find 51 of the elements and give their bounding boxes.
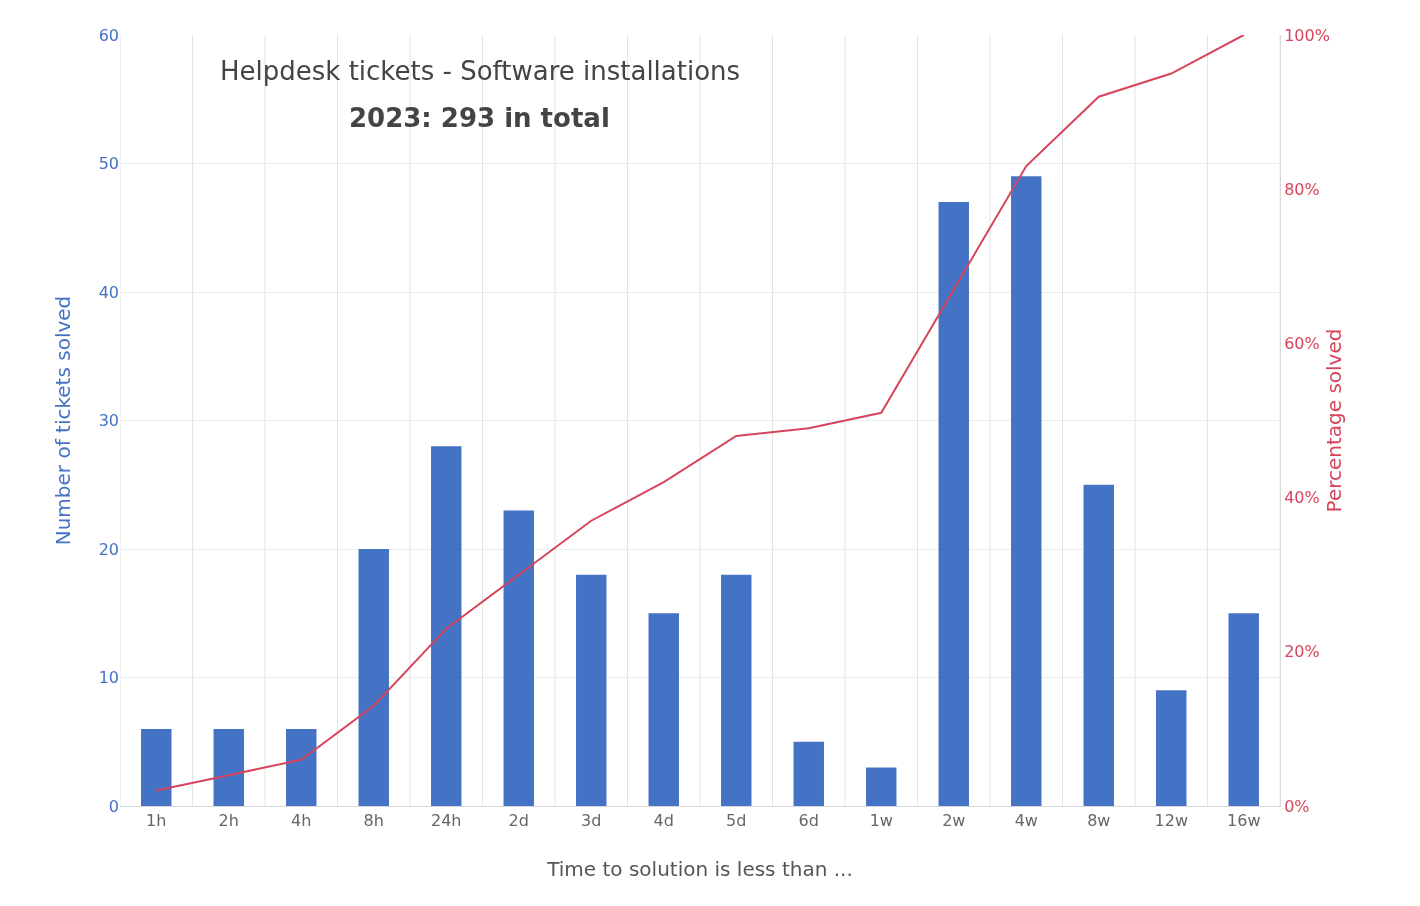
y-axis-title: Number of tickets solved xyxy=(51,295,75,546)
y-tick-label: 50 xyxy=(98,154,119,174)
x-tick-label: 4h xyxy=(291,811,312,831)
bar xyxy=(286,728,317,806)
x-tick-label: 12w xyxy=(1154,811,1188,831)
y2-tick-label: 80% xyxy=(1284,179,1320,199)
bar xyxy=(503,510,534,806)
y2-tick-label: 20% xyxy=(1284,642,1320,662)
bar xyxy=(1011,176,1042,806)
line-series xyxy=(155,35,1245,792)
x-tick-label: 4w xyxy=(1014,811,1038,831)
x-tick-label: 1h xyxy=(146,811,167,831)
bar xyxy=(793,741,824,806)
bar xyxy=(141,728,172,806)
bar xyxy=(1228,613,1259,806)
y-tick-label: 40 xyxy=(98,282,119,302)
bar xyxy=(1156,690,1187,806)
x-tick-label: 2w xyxy=(942,811,966,831)
bar xyxy=(648,613,679,806)
x-tick-label: 4d xyxy=(653,811,674,831)
text: 2023: 293 in total xyxy=(349,103,610,133)
bar xyxy=(358,549,389,806)
y2-axis-title: Percentage solved xyxy=(1321,328,1346,513)
x-tick-label: 8w xyxy=(1087,811,1111,831)
x-tick-label: 8h xyxy=(363,811,384,831)
x-tick-label: 6d xyxy=(798,811,819,831)
bar xyxy=(431,446,462,806)
y-tick-label: 30 xyxy=(98,411,119,431)
bar xyxy=(1083,484,1114,806)
x-tick-label: 3d xyxy=(581,811,602,831)
y2-tick-label: 100% xyxy=(1284,25,1330,45)
y-tick-label: 0 xyxy=(108,796,119,816)
bar xyxy=(721,574,752,806)
bar xyxy=(866,767,897,806)
y2-tick-label: 0% xyxy=(1284,796,1310,816)
x-tick-label: 2h xyxy=(218,811,239,831)
text: Helpdesk tickets - Software installations xyxy=(220,56,741,86)
y-tick-label: 20 xyxy=(98,539,119,559)
x-axis-title: Time to solution is less than ... xyxy=(546,857,853,881)
x-tick-label: 1w xyxy=(869,811,893,831)
x-tick-label: 16w xyxy=(1227,811,1261,831)
x-tick-label: 2d xyxy=(508,811,529,831)
bar xyxy=(576,574,607,806)
y2-tick-label: 40% xyxy=(1284,488,1320,508)
x-tick-label: 24h xyxy=(431,811,462,831)
y2-tick-label: 60% xyxy=(1284,334,1320,353)
bar xyxy=(938,202,969,806)
bar xyxy=(213,728,244,806)
x-tick-label: 5d xyxy=(726,811,747,831)
y-tick-label: 60 xyxy=(98,25,119,45)
y-tick-label: 10 xyxy=(98,668,119,688)
